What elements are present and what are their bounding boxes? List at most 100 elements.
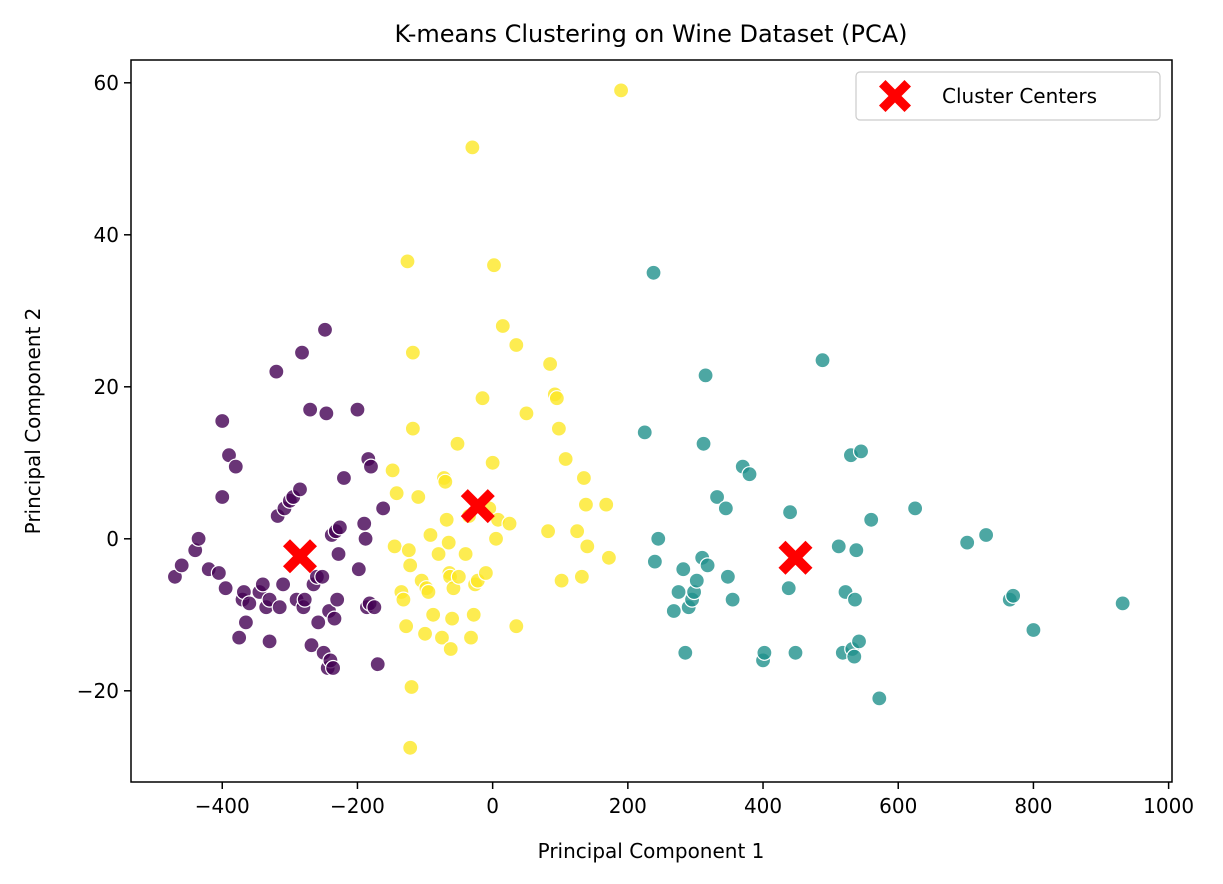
- data-point-cluster-1: [708, 488, 726, 506]
- data-point-cluster-2: [569, 523, 586, 540]
- data-point-cluster-1: [724, 591, 741, 608]
- data-point-cluster-1: [781, 504, 799, 521]
- data-point-cluster-0: [227, 458, 244, 475]
- data-point-cluster-1: [852, 443, 870, 460]
- data-point-cluster-0: [303, 637, 320, 654]
- data-point-cluster-0: [316, 321, 334, 338]
- data-point-cluster-1: [780, 580, 797, 597]
- legend-center-marker: [879, 80, 911, 112]
- x-tick-label: 600: [879, 794, 917, 818]
- data-point-cluster-2: [425, 606, 442, 623]
- x-axis-ticks: −400 −200 0 200 400 600 800 1000: [195, 782, 1194, 818]
- data-point-cluster-1: [688, 572, 705, 589]
- data-point-cluster-1: [959, 534, 976, 551]
- x-tick-label: −200: [330, 794, 385, 818]
- x-tick-label: 200: [609, 794, 647, 818]
- data-point-cluster-0: [261, 633, 278, 650]
- data-point-cluster-2: [508, 336, 525, 354]
- data-point-cluster-0: [241, 595, 258, 612]
- data-point-cluster-0: [335, 469, 353, 487]
- x-tick-label: 1000: [1143, 794, 1194, 818]
- data-point-cluster-1: [670, 583, 687, 601]
- data-point-cluster-0: [366, 599, 383, 616]
- data-point-cluster-2: [573, 568, 590, 585]
- x-tick-label: −400: [195, 794, 250, 818]
- data-point-cluster-2: [600, 549, 618, 566]
- data-point-cluster-0: [214, 488, 231, 506]
- data-point-cluster-2: [474, 390, 491, 407]
- data-point-cluster-1: [907, 500, 924, 517]
- data-point-cluster-2: [399, 253, 416, 270]
- data-point-cluster-2: [386, 538, 403, 555]
- data-point-cluster-2: [450, 568, 467, 585]
- data-point-cluster-2: [577, 496, 595, 513]
- data-point-cluster-0: [375, 500, 392, 517]
- data-point-cluster-1: [846, 591, 864, 608]
- data-point-cluster-0: [214, 412, 231, 430]
- data-point-cluster-1: [756, 644, 773, 661]
- data-point-cluster-0: [190, 530, 207, 547]
- data-point-cluster-0: [357, 530, 374, 547]
- data-point-cluster-1: [814, 352, 831, 369]
- legend-label: Cluster Centers: [942, 84, 1097, 108]
- data-point-cluster-1: [850, 633, 868, 650]
- data-point-cluster-0: [329, 591, 346, 608]
- y-tick-label: 60: [94, 71, 119, 95]
- data-point-cluster-2: [404, 344, 421, 361]
- data-point-cluster-2: [449, 435, 466, 452]
- data-point-cluster-2: [416, 625, 434, 642]
- legend: Cluster Centers: [855, 71, 1161, 121]
- data-point-cluster-2: [438, 511, 455, 528]
- data-point-cluster-0: [291, 481, 309, 498]
- y-tick-label: 0: [106, 527, 119, 551]
- y-tick-label: 20: [94, 375, 119, 399]
- points-layer: [166, 82, 1131, 756]
- data-point-cluster-1: [1114, 595, 1131, 612]
- cluster-center-marker: [282, 539, 317, 574]
- data-point-cluster-2: [501, 515, 518, 532]
- data-point-cluster-1: [871, 690, 888, 707]
- data-point-cluster-2: [443, 610, 461, 627]
- data-point-cluster-2: [398, 618, 415, 635]
- data-point-cluster-1: [719, 568, 736, 585]
- data-point-cluster-1: [863, 511, 880, 528]
- data-point-cluster-1: [830, 538, 847, 555]
- data-point-cluster-2: [542, 355, 559, 373]
- data-point-cluster-0: [173, 557, 190, 574]
- data-point-cluster-0: [217, 580, 234, 597]
- data-point-cluster-1: [650, 530, 667, 547]
- data-point-cluster-2: [437, 473, 454, 490]
- x-tick-label: 0: [486, 794, 499, 818]
- data-point-cluster-1: [636, 424, 653, 441]
- data-point-cluster-0: [331, 519, 348, 536]
- data-point-cluster-2: [612, 82, 630, 99]
- data-point-cluster-0: [350, 561, 367, 578]
- data-point-cluster-1: [699, 557, 716, 574]
- data-point-cluster-1: [645, 264, 662, 281]
- data-point-cluster-0: [293, 344, 311, 361]
- data-point-cluster-2: [402, 739, 419, 756]
- data-point-cluster-0: [237, 614, 255, 631]
- data-point-cluster-2: [464, 139, 481, 156]
- data-point-cluster-2: [433, 629, 451, 646]
- x-tick-label: 800: [1014, 794, 1052, 818]
- data-point-cluster-2: [402, 557, 419, 574]
- data-point-cluster-2: [457, 545, 474, 563]
- data-point-cluster-2: [422, 526, 439, 544]
- x-axis-title: Principal Component 1: [538, 839, 765, 863]
- data-point-cluster-2: [508, 618, 525, 635]
- data-point-cluster-0: [210, 564, 227, 582]
- cluster-centers-layer: [282, 489, 813, 575]
- data-point-cluster-1: [646, 553, 663, 570]
- data-point-cluster-1: [846, 648, 863, 665]
- data-point-cluster-2: [557, 450, 574, 468]
- data-point-cluster-0: [349, 401, 366, 418]
- data-point-cluster-2: [553, 572, 570, 589]
- data-point-cluster-2: [384, 462, 401, 479]
- data-point-cluster-0: [318, 405, 335, 422]
- cluster-center-marker: [778, 540, 813, 575]
- data-point-cluster-2: [465, 606, 482, 623]
- data-point-cluster-0: [369, 656, 386, 673]
